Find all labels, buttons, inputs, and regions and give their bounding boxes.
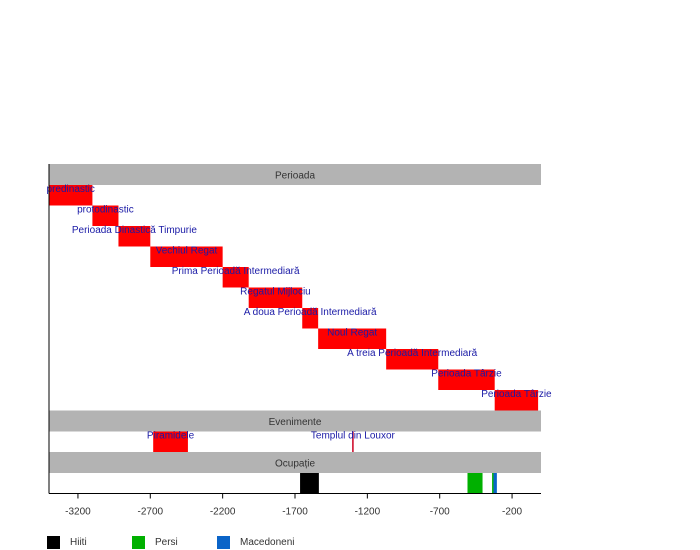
bar-label-prima-perioada-intermediara: Prima Perioadă Intermediară (172, 266, 300, 277)
legend-label-persi: Persi (155, 537, 178, 548)
bar-noul-regat (318, 328, 387, 349)
legend-item-macedoneni: Macedoneni (217, 536, 294, 549)
bar-label-perioada-dinastica-timpurie: Perioada Dinastică Timpurie (72, 225, 197, 236)
bar-label-templul-din-louxor: Templul din Louxor (311, 431, 396, 442)
bar-label-piramidele: Piramidele (147, 431, 195, 442)
legend-swatch-hiiti (47, 536, 60, 549)
x-tick-label: -2700 (138, 507, 164, 518)
section-title: Perioada (275, 171, 315, 182)
bar-label-regatul-mijlociu: Regatul Mijlociu (240, 287, 311, 298)
bar-label-vechiul-regat: Vechiul Regat (156, 246, 218, 257)
x-axis: -3200 -2700 -2200 -1700 -1200 -700 -200 (48, 164, 541, 518)
bar-perioada-dinastica-timpurie (118, 226, 151, 247)
legend-label-macedoneni: Macedoneni (240, 537, 295, 548)
bar-label-noul-regat: Noul Regat (327, 328, 377, 339)
legend-item-persi: Persi (132, 536, 178, 549)
section-ocupatie: Ocupație (49, 452, 541, 494)
legend: Hiiti Persi Macedoneni (0, 536, 700, 550)
x-tick-label: -200 (502, 507, 522, 518)
section-title: Ocupație (275, 459, 315, 470)
section-title: Evenimente (269, 417, 322, 428)
legend-swatch-persi (132, 536, 145, 549)
bar-predinastic (49, 185, 93, 206)
section-evenimente: Evenimente Piramidele Templul din Louxor (49, 410, 541, 452)
section-header (49, 410, 541, 432)
bar-label-perioada-tarzie: Perioada Târzie (481, 389, 552, 400)
x-tick-label: -2200 (210, 507, 236, 518)
bar-templul-din-louxor (352, 431, 354, 452)
x-tick-label: -700 (430, 507, 450, 518)
bar-regatul-mijlociu (248, 287, 303, 308)
bar-a-doua-perioada-intermediara (302, 308, 319, 329)
x-tick-label: -3200 (65, 507, 91, 518)
bar-label-protodinastic: protodinastic (77, 205, 134, 216)
bar-label-predinastic: predinastic (47, 184, 95, 195)
bar-macedoneni (493, 473, 497, 494)
bar-a-treia-perioada-intermediara (386, 349, 439, 370)
bar-persi (492, 473, 494, 494)
bar-persi (467, 473, 483, 494)
bar-label-perioada-tarzie: Perioada Târzie (431, 369, 502, 380)
x-tick-label: -1700 (282, 507, 308, 518)
bar-perioada-tarzie (438, 369, 495, 390)
bar-prima-perioada-intermediara (222, 267, 249, 288)
bar-label-a-treia-perioada-intermediara: A treia Perioadă Intermediară (347, 348, 478, 359)
legend-label-hiiti: Hiiti (70, 537, 87, 548)
legend-item-hiiti: Hiiti (47, 536, 87, 549)
section-header (49, 164, 541, 185)
bar-perioada-tarzie (494, 390, 539, 411)
bar-piramidele (153, 431, 188, 452)
legend-swatch-macedoneni (217, 536, 230, 549)
bar-protodinastic (92, 205, 119, 226)
section-header (49, 452, 541, 473)
section-perioada: Perioada predinastic protodinastic Perioada… (47, 164, 552, 411)
x-tick-label: -1200 (355, 507, 381, 518)
bar-label-a-doua-perioada-intermediara: A doua Perioadă Intermediară (244, 307, 377, 318)
chart-sections: Perioada predinastic protodinastic Perioada… (47, 164, 552, 494)
bar-hiiti (300, 473, 319, 494)
bar-vechiul-regat (150, 246, 223, 267)
